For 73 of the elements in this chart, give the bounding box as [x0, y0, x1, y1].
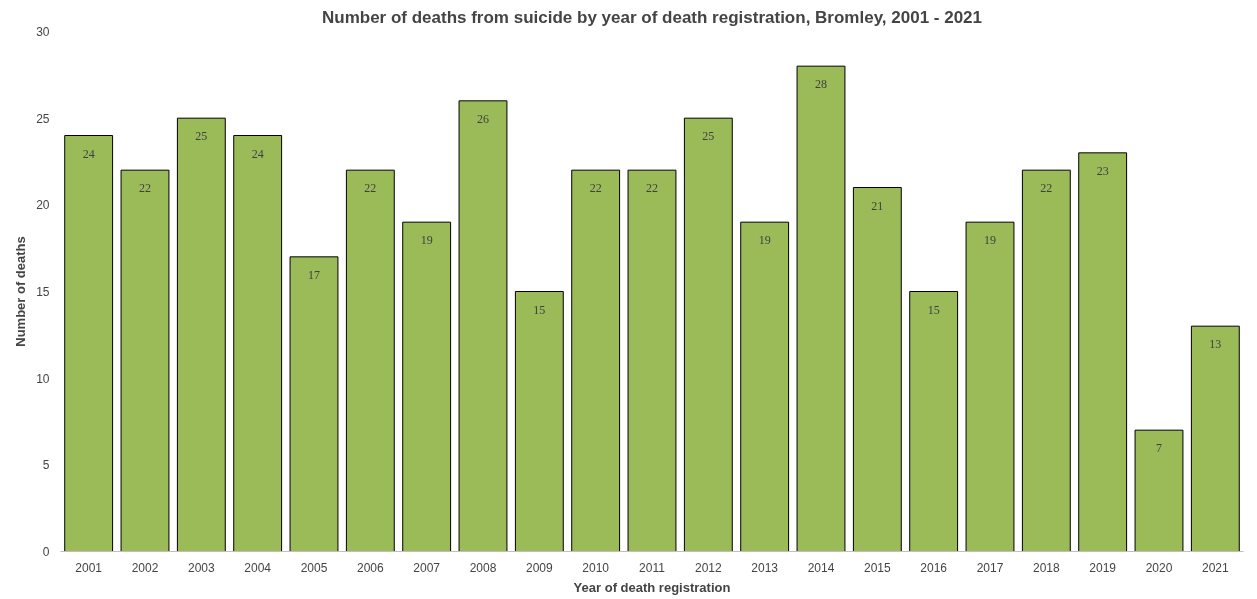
data-label: 21 — [871, 198, 884, 213]
x-axis-title: Year of death registration — [573, 579, 731, 595]
bar — [740, 221, 790, 552]
chart-title: Number of deaths from suicide by year of death registration, Bromley, 2001 - 2021 — [321, 7, 983, 27]
data-label: 28 — [815, 77, 827, 92]
y-tick-label: 15 — [36, 285, 50, 299]
x-tick-label: 2019 — [1089, 560, 1117, 575]
x-tick-label: 2016 — [920, 560, 948, 575]
x-tick-label: 2004 — [244, 560, 272, 575]
data-label: 19 — [758, 233, 771, 248]
bar — [176, 117, 226, 552]
data-label: 24 — [82, 146, 95, 161]
bar — [1021, 169, 1071, 552]
bar — [796, 65, 846, 552]
data-label: 25 — [195, 129, 208, 144]
x-tick-label: 2012 — [694, 560, 723, 575]
bar — [345, 169, 395, 552]
x-tick-label: 2005 — [300, 560, 328, 575]
bar — [514, 291, 564, 552]
data-label: 23 — [1096, 163, 1109, 178]
x-tick-label: 2011 — [639, 560, 666, 575]
x-tick-label: 2003 — [187, 560, 216, 575]
data-label: 7 — [1156, 441, 1162, 456]
x-tick-label: 2014 — [807, 560, 835, 575]
data-label: 15 — [533, 302, 546, 317]
bar — [683, 117, 733, 552]
data-label: 22 — [1040, 181, 1053, 196]
data-label: 25 — [702, 129, 715, 144]
bar — [571, 169, 621, 552]
x-tick-label: 2001 — [75, 560, 103, 575]
x-tick-label: 2009 — [525, 560, 554, 575]
x-tick-label: 2007 — [413, 560, 441, 575]
data-label: 17 — [308, 267, 320, 282]
data-label: 19 — [984, 233, 996, 248]
x-tick-label: 2008 — [469, 560, 497, 575]
x-tick-label: 2010 — [582, 560, 610, 575]
bar — [627, 169, 677, 552]
y-tick-label: 10 — [36, 371, 50, 386]
bar — [1134, 429, 1184, 552]
data-label: 22 — [589, 181, 602, 196]
x-tick-label: 2018 — [1032, 560, 1061, 575]
x-tick-label: 2020 — [1145, 560, 1173, 575]
y-axis-title: Number of deaths — [13, 236, 29, 347]
bar — [402, 221, 452, 552]
data-label: 13 — [1209, 337, 1222, 352]
bar — [120, 169, 170, 552]
y-tick-label: 5 — [42, 458, 50, 473]
x-tick-label: 2013 — [751, 560, 779, 575]
data-label: 22 — [646, 181, 658, 196]
data-label: 15 — [927, 302, 940, 317]
data-label: 22 — [139, 181, 151, 196]
bar — [965, 221, 1015, 552]
data-label: 22 — [364, 181, 377, 196]
bar — [1190, 325, 1240, 552]
x-tick-label: 2006 — [356, 560, 385, 575]
x-tick-label: 2021 — [1201, 560, 1230, 575]
data-label: 19 — [420, 233, 433, 248]
bar — [909, 291, 959, 552]
y-tick-label: 20 — [36, 198, 50, 213]
bar — [852, 187, 902, 552]
bar — [1078, 152, 1128, 552]
bar — [289, 256, 339, 552]
y-tick-label: 0 — [42, 545, 50, 559]
x-tick-label: 2017 — [976, 560, 1004, 575]
data-label: 26 — [477, 111, 489, 126]
y-tick-label: 25 — [36, 111, 50, 126]
bar — [64, 135, 114, 552]
x-tick-label: 2015 — [863, 560, 892, 575]
y-tick-label: 30 — [36, 25, 50, 39]
data-label: 24 — [251, 146, 264, 161]
bar — [458, 100, 508, 552]
bar — [233, 135, 283, 552]
x-tick-label: 2002 — [131, 560, 159, 575]
